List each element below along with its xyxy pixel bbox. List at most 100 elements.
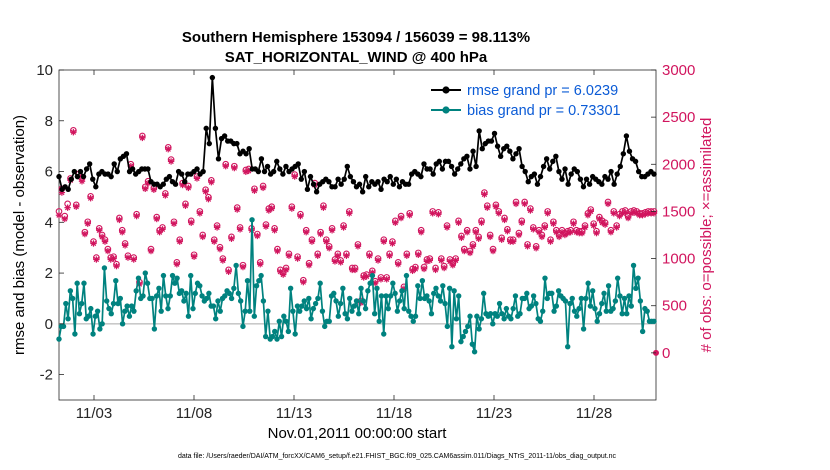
x-tick-label: 11/08 — [176, 405, 212, 422]
bias-point — [253, 283, 260, 289]
assimilated-obs-marker — [438, 257, 445, 264]
rmse-point — [356, 181, 363, 187]
assimilated-obs-marker — [593, 229, 600, 237]
rmse-point — [473, 163, 479, 170]
assimilated-stroke — [323, 238, 329, 245]
rmse-point — [635, 168, 642, 175]
bias-point — [190, 305, 196, 312]
rmse-point — [255, 168, 262, 175]
rmse-point — [470, 148, 476, 154]
bias-point — [453, 316, 460, 322]
assimilated-obs-marker — [544, 210, 551, 217]
rmse-point — [246, 145, 252, 152]
bias-point — [442, 300, 448, 307]
assimilated-obs-marker — [478, 219, 485, 226]
assimilated-stroke — [478, 220, 485, 226]
bias-point — [428, 310, 435, 317]
right-tick-label: 3000 — [662, 62, 695, 79]
assimilated-stroke — [625, 215, 631, 221]
bias-point — [315, 295, 321, 302]
bias-point — [101, 265, 108, 271]
bias-point — [567, 300, 573, 307]
assimilated-obs-marker — [219, 257, 227, 264]
assimilated-obs-marker — [351, 266, 359, 274]
rmse-point — [341, 176, 347, 182]
bias-point — [131, 308, 137, 314]
assimilated-obs-marker — [165, 146, 172, 153]
assimilated-stroke — [294, 255, 301, 262]
bias-point — [387, 293, 394, 299]
bias-point — [612, 298, 619, 304]
bias-point — [635, 275, 641, 281]
bias-point — [228, 295, 235, 302]
bias-point — [262, 333, 269, 340]
assimilated-stroke — [280, 271, 286, 278]
rmse-point — [522, 168, 528, 175]
assimilated-stroke — [113, 263, 120, 269]
assimilated-stroke — [493, 204, 499, 210]
rmse-point — [632, 158, 639, 165]
bias-point — [476, 326, 482, 332]
bias-point — [88, 305, 94, 312]
assimilated-obs-marker — [64, 204, 71, 211]
assimilated-obs-marker — [205, 195, 212, 203]
assimilated-stroke — [174, 261, 180, 267]
rmse-point — [234, 140, 240, 147]
bias-point — [374, 285, 380, 292]
bias-point — [596, 310, 603, 317]
bias-point — [226, 290, 233, 297]
rmse-point — [623, 133, 630, 139]
rmse-point — [519, 163, 525, 170]
assimilated-stroke — [582, 224, 588, 231]
assimilated-obs-marker — [167, 158, 175, 165]
rmse-point — [366, 184, 372, 190]
x-axis: 11/03 11/08 11/13 11/18 11/23 11/28 — [76, 70, 612, 422]
assimilated-obs-marker — [377, 276, 385, 283]
assimilated-obs-marker — [463, 228, 471, 236]
bias-point — [467, 313, 473, 319]
rmse-point — [583, 176, 590, 182]
rmse-point — [77, 168, 84, 175]
rmse-point — [507, 148, 513, 154]
assimilated-stroke — [355, 243, 361, 249]
bias-point — [555, 288, 562, 294]
assimilated-stroke — [481, 191, 488, 198]
rmse-point — [375, 178, 381, 185]
rmse-point — [418, 173, 424, 180]
bias-point — [437, 298, 444, 304]
assimilated-obs-marker — [271, 227, 278, 234]
assimilated-stroke — [217, 246, 223, 252]
bias-point — [287, 285, 294, 292]
assimilated-stroke — [611, 210, 617, 216]
rmse-point — [274, 158, 280, 165]
assimilated-stroke — [289, 205, 295, 212]
assimilated-obs-marker — [469, 243, 477, 250]
assimilated-obs-marker — [308, 238, 316, 245]
bias-point — [530, 293, 537, 299]
assimilated-obs-marker — [55, 212, 63, 219]
assimilated-stroke — [458, 235, 465, 241]
left-tick-label: 4 — [45, 214, 53, 231]
assimilated-stroke — [332, 258, 338, 265]
x-tick-label: 11/13 — [276, 405, 312, 422]
rmse-point — [350, 178, 357, 185]
assimilated-obs-marker — [366, 252, 373, 259]
assimilated-obs-marker — [570, 220, 577, 227]
bias-point — [90, 331, 96, 337]
assimilated-obs-marker — [527, 207, 534, 214]
bias-point — [356, 310, 362, 317]
rmse-point — [209, 74, 216, 81]
bias-point — [335, 313, 342, 319]
rmse-point — [332, 184, 338, 190]
bias-point — [549, 290, 555, 297]
bias-point — [474, 313, 480, 319]
rmse-point — [283, 163, 289, 170]
bias-point — [512, 293, 519, 299]
assimilated-stroke — [570, 221, 577, 227]
assimilated-obs-marker — [302, 228, 310, 236]
rmse-point — [93, 184, 99, 190]
assimilated-obs-marker — [254, 232, 261, 240]
bias-point — [383, 293, 389, 299]
rmse-point — [203, 125, 209, 132]
assimilated-obs-marker — [455, 219, 462, 226]
